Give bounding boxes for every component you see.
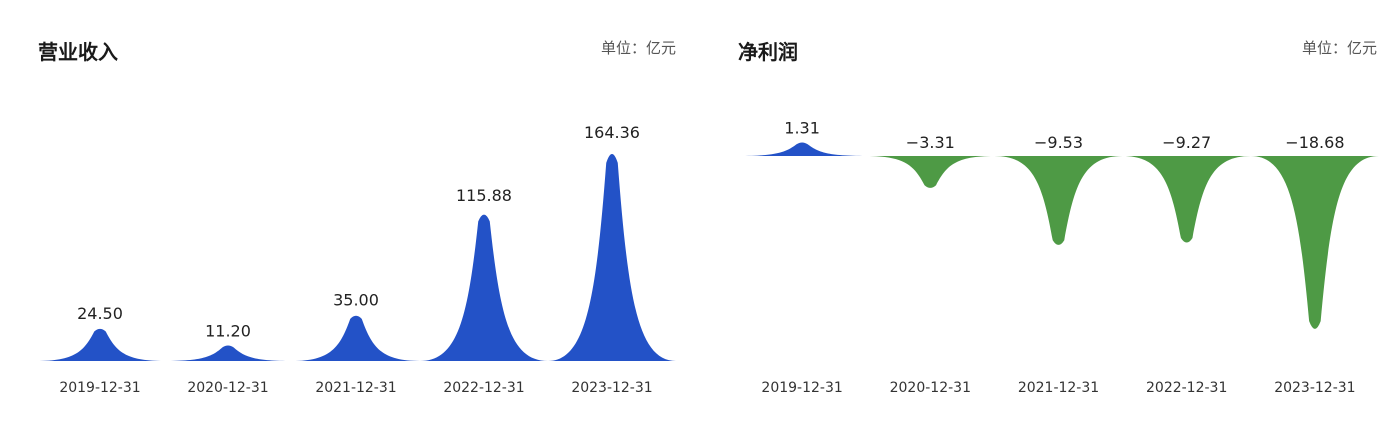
area-mark-2022-12-31: [1122, 156, 1251, 243]
area-mark-2022-12-31: [420, 214, 548, 361]
revenue-panel: 营业收入 单位：亿元 24.50 2019-12-31 11.20 2020-12-3…: [36, 39, 676, 396]
revenue-unit-label: 单位：亿元: [600, 39, 676, 57]
value-label: 1.31: [784, 119, 820, 138]
x-tick-label: 2023-12-31: [1274, 380, 1355, 396]
area-mark-2020-12-31: [866, 156, 995, 188]
value-label: −9.53: [1034, 133, 1083, 152]
net-profit-unit-label: 单位：亿元: [1301, 39, 1377, 57]
revenue-chart-title: 营业收入: [38, 40, 118, 64]
value-label: −9.27: [1162, 133, 1211, 152]
value-label: 24.50: [77, 304, 123, 323]
x-tick-label: 2022-12-31: [443, 380, 524, 396]
area-mark-2021-12-31: [292, 315, 420, 361]
area-mark-2023-12-31: [1250, 156, 1379, 329]
x-tick-label: 2021-12-31: [315, 380, 396, 396]
value-label: 115.88: [456, 186, 512, 205]
value-label: −18.68: [1285, 133, 1344, 152]
area-mark-2023-12-31: [548, 153, 676, 361]
net-profit-panel: 净利润 单位：亿元 1.31 2019-12-31 −3.31 2020-12-31 −…: [700, 0, 1397, 426]
area-mark-2019-12-31: [36, 328, 164, 361]
x-tick-label: 2019-12-31: [761, 380, 842, 396]
x-tick-label: 2020-12-31: [187, 380, 268, 396]
x-tick-label: 2019-12-31: [59, 380, 140, 396]
x-tick-label: 2023-12-31: [571, 380, 652, 396]
value-label: −3.31: [906, 133, 955, 152]
revenue-chart: 24.50 2019-12-31 11.20 2020-12-31 35.00 2021-…: [36, 123, 676, 396]
area-mark-2020-12-31: [164, 345, 292, 361]
net-profit-chart: 1.31 2019-12-31 −3.31 2020-12-31 −9.53 2021-1…: [738, 119, 1379, 396]
value-label: 11.20: [205, 321, 251, 340]
net-profit-chart-title: 净利润: [738, 40, 798, 64]
x-tick-label: 2020-12-31: [890, 380, 971, 396]
value-label: 35.00: [333, 291, 379, 310]
x-tick-label: 2022-12-31: [1146, 380, 1227, 396]
value-label: 164.36: [584, 123, 640, 142]
area-mark-2021-12-31: [994, 156, 1123, 245]
area-mark-2019-12-31: [738, 142, 867, 156]
x-tick-label: 2021-12-31: [1018, 380, 1099, 396]
